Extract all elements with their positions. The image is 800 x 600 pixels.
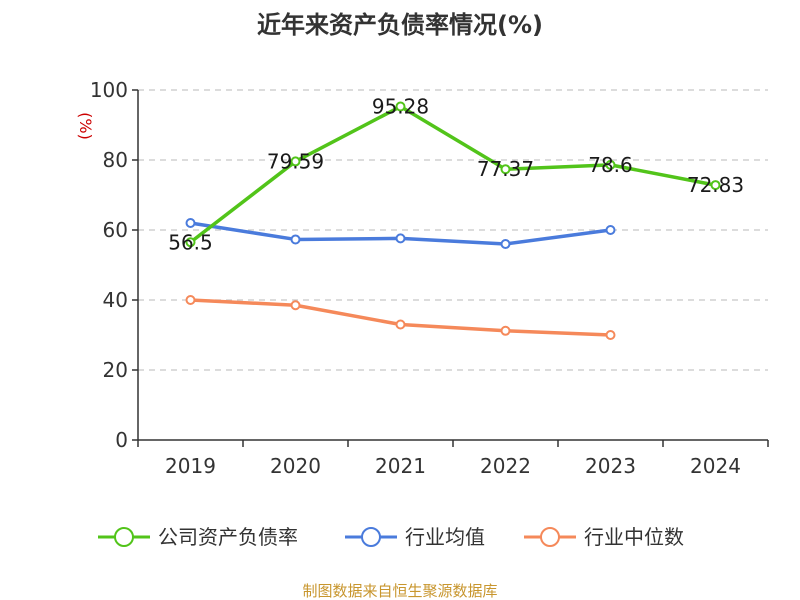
- legend-item[interactable]: 公司资产负债率: [98, 525, 298, 549]
- data-point[interactable]: [185, 295, 196, 305]
- data-point[interactable]: [500, 325, 511, 336]
- axes: 0 20 40 60 80 100 2019 2020 2021 2022 2023 2024: [90, 78, 769, 478]
- y-tick-label: 0: [115, 428, 128, 452]
- series-group: [185, 101, 721, 340]
- data-point[interactable]: [500, 164, 511, 175]
- y-tick-label: 20: [103, 358, 128, 382]
- series-line: [189, 104, 716, 244]
- data-point[interactable]: [290, 156, 301, 167]
- x-tick-label: 2023: [585, 454, 636, 478]
- legend-label: 行业中位数: [584, 525, 684, 549]
- source-note: 制图数据来自恒生聚源数据库: [302, 582, 497, 600]
- data-point[interactable]: [185, 237, 196, 248]
- legend-item[interactable]: 行业中位数: [524, 525, 684, 549]
- data-label: 77.37: [477, 157, 534, 181]
- y-tick-label: 40: [103, 288, 128, 312]
- y-axis-unit-label: (%): [76, 112, 95, 140]
- legend-label: 行业均值: [405, 525, 485, 549]
- x-tick-label: 2021: [375, 454, 426, 478]
- data-point[interactable]: [500, 239, 511, 249]
- legend[interactable]: 公司资产负债率 行业均值 行业中位数: [98, 525, 684, 549]
- data-label: 95.28: [372, 95, 429, 119]
- legend-marker-icon: [114, 527, 134, 547]
- data-point[interactable]: [605, 330, 616, 340]
- y-tick-label: 80: [103, 148, 128, 172]
- legend-item[interactable]: 行业均值: [345, 525, 485, 549]
- data-point[interactable]: [605, 225, 616, 235]
- x-tick-label: 2024: [690, 454, 741, 478]
- chart-title: 近年来资产负债率情况(%): [257, 11, 543, 39]
- data-point[interactable]: [185, 218, 196, 228]
- data-point[interactable]: [290, 300, 301, 311]
- data-point[interactable]: [395, 233, 406, 244]
- x-tick-label: 2019: [165, 454, 216, 478]
- data-label: 79.59: [267, 149, 324, 173]
- data-labels: 56.5 79.59 95.28 77.37 78.6 72.83: [168, 95, 744, 255]
- x-tick-label: 2020: [270, 454, 321, 478]
- data-point[interactable]: [395, 319, 406, 330]
- legend-marker-icon: [540, 527, 560, 547]
- data-label: 72.83: [687, 173, 744, 197]
- data-label: 78.6: [588, 153, 633, 177]
- y-tick-label: 60: [103, 218, 128, 242]
- legend-marker-icon: [361, 527, 381, 547]
- series-line: [190, 298, 611, 337]
- data-point[interactable]: [710, 180, 721, 191]
- data-label: 56.5: [168, 230, 213, 254]
- data-point[interactable]: [605, 159, 616, 170]
- data-point[interactable]: [290, 234, 301, 245]
- data-point[interactable]: [395, 101, 406, 112]
- x-tick-label: 2022: [480, 454, 531, 478]
- y-tick-label: 100: [90, 78, 128, 102]
- legend-label: 公司资产负债率: [158, 525, 298, 549]
